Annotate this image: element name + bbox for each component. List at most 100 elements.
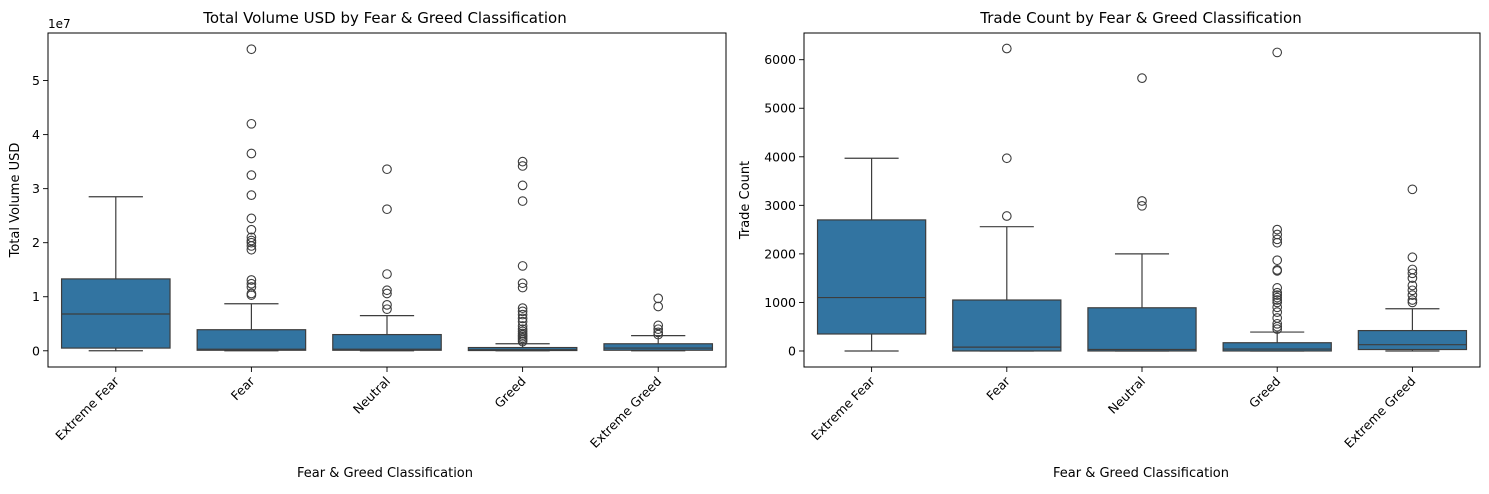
outlier-point — [1272, 265, 1283, 275]
outlier-point — [1272, 229, 1283, 240]
outlier-point — [1001, 43, 1012, 54]
outlier-point — [1272, 224, 1283, 235]
volume-boxplot-panel: Total Volume USD by Fear & Greed Classif… — [8, 9, 727, 481]
outlier-point — [517, 303, 528, 313]
outlier-point — [517, 161, 528, 171]
outlier-point — [382, 288, 392, 299]
x-tick-label: Greed — [1246, 374, 1283, 411]
box-iqr — [332, 333, 442, 351]
y-tick-label: 1 — [32, 289, 40, 304]
outlier-point — [1272, 287, 1283, 298]
y-tick-label: 5000 — [764, 101, 796, 116]
box-0 — [816, 157, 927, 352]
outlier-point — [246, 44, 257, 55]
box-iqr — [196, 329, 307, 351]
outlier-point — [1272, 290, 1283, 301]
outlier-point — [517, 324, 528, 335]
outlier-point — [1407, 295, 1418, 305]
y-tick-label: 1000 — [764, 295, 796, 310]
box-1 — [952, 43, 1062, 352]
x-tick-label: Extreme Fear — [808, 373, 878, 443]
outlier-point — [1407, 290, 1418, 301]
box-4 — [603, 293, 714, 352]
x-tick-label: Fear — [983, 373, 1013, 403]
box-iqr — [816, 219, 927, 335]
y-tick-label: 6000 — [764, 52, 796, 67]
outlier-point — [382, 204, 392, 215]
box-0 — [60, 196, 171, 352]
y-tick-label: 0 — [788, 343, 796, 358]
outlier-point — [382, 285, 392, 296]
chart-title: Total Volume USD by Fear & Greed Classif… — [202, 9, 566, 27]
box-iqr — [467, 346, 578, 352]
outlier-point — [1272, 324, 1283, 334]
y-tick-label: 2000 — [764, 246, 796, 261]
y-tick-label: 0 — [32, 343, 40, 358]
outlier-point — [382, 304, 392, 315]
x-tick-label: Neutral — [1105, 374, 1148, 417]
box-iqr — [603, 343, 714, 351]
outlier-point — [517, 316, 528, 327]
outlier-point — [1407, 297, 1418, 308]
box-1 — [196, 44, 307, 352]
outlier-point — [246, 170, 257, 180]
outlier-point — [246, 275, 257, 285]
axes-frame — [47, 32, 727, 368]
outlier-point — [246, 224, 257, 235]
outlier-point — [1272, 234, 1283, 245]
outlier-point — [246, 282, 257, 292]
outlier-point — [1272, 307, 1283, 317]
outlier-point — [653, 293, 664, 304]
y-tick-label: 3 — [32, 181, 40, 196]
outlier-point — [653, 320, 664, 331]
outlier-point — [517, 321, 528, 331]
y-tick-label: 5 — [32, 73, 40, 88]
outlier-point — [1407, 264, 1418, 275]
outlier-point — [517, 278, 528, 289]
y-axis-label: Total Volume USD — [8, 143, 23, 259]
outlier-point — [246, 232, 257, 243]
outlier-point — [382, 164, 392, 175]
outlier-point — [1272, 292, 1283, 303]
box-3 — [1222, 47, 1332, 352]
trade-count-boxplot-panel: Trade Count by Fear & Greed Classificati… — [738, 9, 1481, 481]
box-iqr — [952, 299, 1062, 352]
outlier-point — [517, 282, 528, 293]
outlier-point — [1407, 285, 1418, 296]
outlier-point — [517, 261, 528, 271]
x-tick-label: Greed — [491, 374, 528, 411]
x-tick-label: Extreme Greed — [587, 374, 664, 451]
outlier-point — [517, 156, 528, 167]
outlier-point — [246, 148, 257, 159]
outlier-point — [382, 299, 392, 310]
x-tick-label: Extreme Greed — [1341, 374, 1418, 451]
y-tick-label: 4 — [32, 127, 40, 142]
chart-title: Trade Count by Fear & Greed Classificati… — [979, 9, 1301, 27]
x-axis-label: Fear & Greed Classification — [297, 466, 473, 481]
x-tick-label: Fear — [228, 373, 258, 403]
outlier-point — [1407, 280, 1418, 291]
outlier-point — [1272, 47, 1283, 58]
box-2 — [1087, 73, 1197, 352]
y-axis-label: Trade Count — [738, 161, 753, 240]
outlier-point — [246, 278, 257, 289]
outlier-point — [517, 309, 528, 320]
outlier-point — [1001, 153, 1012, 164]
outlier-point — [1272, 255, 1283, 266]
x-tick-label: Extreme Fear — [52, 373, 122, 443]
outlier-point — [653, 327, 664, 338]
outlier-point — [1272, 283, 1283, 293]
box-2 — [332, 164, 442, 352]
y-tick-label: 2 — [32, 235, 40, 250]
outlier-point — [1137, 200, 1147, 211]
box-iqr — [1087, 307, 1197, 352]
plot-area: 0 1 2 3 4 5 Extreme Fear Fear Neutral Greed Extrem… — [32, 32, 727, 451]
outlier-point — [1272, 297, 1283, 308]
box-4 — [1357, 184, 1468, 352]
outlier-point — [1407, 184, 1418, 195]
outlier-point — [1137, 196, 1147, 206]
outlier-point — [246, 244, 257, 255]
outlier-point — [653, 324, 664, 335]
